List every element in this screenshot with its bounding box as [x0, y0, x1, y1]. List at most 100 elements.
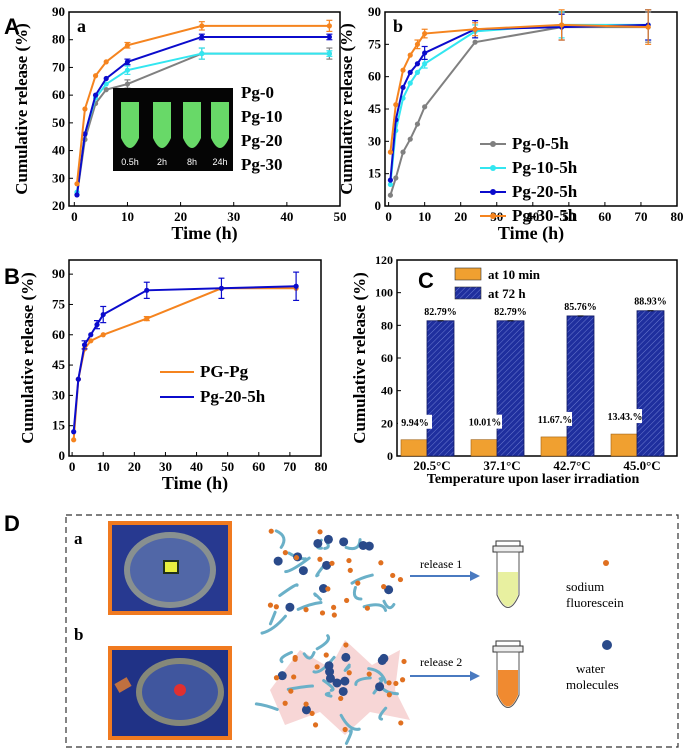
legend-marker	[490, 213, 496, 219]
data-point-Pg-30-5h	[400, 67, 406, 73]
fluorescein-molecule	[273, 675, 280, 681]
fluorescein-molecule	[381, 584, 387, 590]
fluorescein-molecule	[347, 567, 353, 573]
panel-letter-a: A	[4, 14, 20, 39]
data-point-Pg-30	[103, 59, 109, 65]
chart-release-pg-series: 0 10 20 30 40 50 20 30 40 50 60 70 80 90 Time (h) Cumul…	[12, 4, 347, 244]
vial-green-icon	[183, 102, 201, 148]
polymer-chain	[268, 610, 277, 626]
fluorescein-molecule	[366, 671, 372, 677]
bar-72h	[636, 310, 665, 457]
vial-green-icon	[211, 102, 229, 148]
y-tick-label: 90	[368, 4, 381, 19]
fluorescein-molecule	[273, 604, 279, 610]
fluorescein-molecule	[329, 560, 335, 566]
fluorescein-molecule	[267, 602, 274, 608]
x-tick-label: 50	[334, 209, 347, 224]
fluorescein-molecule	[314, 664, 320, 670]
legend-water-1: water	[576, 661, 606, 676]
x-tick-label: 70	[283, 459, 296, 474]
legend-marker	[490, 165, 496, 171]
vial-yellow-icon	[492, 540, 524, 608]
x-tick-label: 0	[71, 209, 78, 224]
y-tick-label: 30	[52, 170, 65, 185]
hydrogel-network-b	[254, 634, 410, 745]
plot-frame	[68, 11, 341, 207]
data-point-PG-Pg	[88, 338, 94, 344]
bar-72h	[496, 320, 525, 457]
fluorescein-molecule	[338, 695, 344, 702]
dashed-frame	[65, 514, 679, 748]
polymer-chain	[322, 679, 335, 692]
legend-label: Pg-30	[241, 155, 283, 174]
x-tick-label: 10	[121, 209, 134, 224]
legend-label: Pg-20-5h	[200, 387, 266, 406]
inset-time-label: 2h	[157, 157, 167, 167]
y-axis-label: Cumulative release (%)	[12, 23, 31, 195]
legend-label: Pg-10	[241, 107, 283, 126]
x-tick-label: 20.5°C	[413, 458, 450, 473]
x-tick-label: 60	[598, 209, 611, 224]
x-tick-label: 40	[190, 459, 203, 474]
polymer-chain	[343, 663, 351, 672]
water-molecule	[301, 705, 311, 715]
x-tick-label: 40	[526, 209, 539, 224]
y-tick-label: 100	[375, 286, 393, 300]
subpanel-label: a	[77, 16, 86, 36]
y-tick-label: 30	[368, 133, 381, 148]
data-label-72h: 85.76%	[564, 302, 597, 313]
water-molecule	[298, 566, 308, 576]
y-tick-label: 45	[368, 101, 382, 116]
fluorescein-molecule	[397, 576, 404, 583]
fluorescein-molecule	[312, 722, 319, 728]
polymer-chain	[274, 529, 286, 549]
fluorescein-molecule	[346, 670, 352, 676]
plot-frame	[68, 259, 322, 457]
data-point-Pg-0-5h	[414, 121, 421, 127]
polymer-chain	[350, 573, 374, 585]
polymer-chain	[339, 713, 361, 731]
label-bg-10min	[398, 414, 432, 429]
x-tick-label: 10	[97, 459, 110, 474]
legend-fluorescein-2: fluorescein	[566, 595, 624, 610]
legend-label: Pg-20-5h	[512, 182, 578, 201]
fluorescein-molecule	[386, 680, 392, 686]
y-axis-label: Cumulative release (%)	[337, 23, 356, 195]
x-axis-label: Temperature upon laser irradiation	[427, 472, 640, 487]
data-point-Pg-10-5h	[407, 80, 413, 86]
panel-letter-c: C	[418, 268, 434, 293]
polymer-chain	[378, 706, 388, 721]
label-bg-10min	[468, 414, 502, 429]
data-point-Pg-20-5h	[88, 332, 94, 338]
polymer-chain	[315, 634, 331, 651]
y-tick-label: 60	[381, 351, 393, 365]
fluorescein-molecule	[344, 597, 350, 604]
polymer-chain	[382, 599, 396, 610]
subpanel-label: b	[393, 16, 403, 36]
x-axis-label: Time (h)	[162, 473, 228, 494]
fluorescein-molecule	[282, 550, 288, 556]
fluorescein-molecule	[331, 604, 337, 611]
polymer-chain	[352, 585, 363, 601]
fluorescein-molecule	[303, 607, 309, 613]
polymer-chain	[254, 702, 279, 711]
fluorescein-molecule	[393, 680, 399, 687]
data-point-Pg-30	[82, 106, 88, 112]
legend-marker	[490, 141, 496, 147]
data-point-PG-Pg	[100, 332, 106, 338]
data-point-Pg-20	[92, 92, 99, 98]
inset-time-label: 0.5h	[121, 157, 139, 167]
data-point-Pg-20-5h	[75, 376, 81, 382]
y-tick-label: 90	[52, 266, 65, 281]
data-point-PG-Pg	[71, 437, 77, 443]
x-tick-label: 30	[227, 209, 240, 224]
y-tick-label: 20	[52, 198, 65, 213]
x-tick-label: 37.1°C	[483, 458, 520, 473]
inset-time-label: 24h	[212, 157, 227, 167]
bar-10min	[400, 439, 429, 457]
fluorescein-molecule	[303, 701, 309, 707]
data-point-Pg-20	[82, 131, 88, 137]
legend-swatch	[454, 286, 482, 300]
water-molecule	[277, 671, 287, 681]
